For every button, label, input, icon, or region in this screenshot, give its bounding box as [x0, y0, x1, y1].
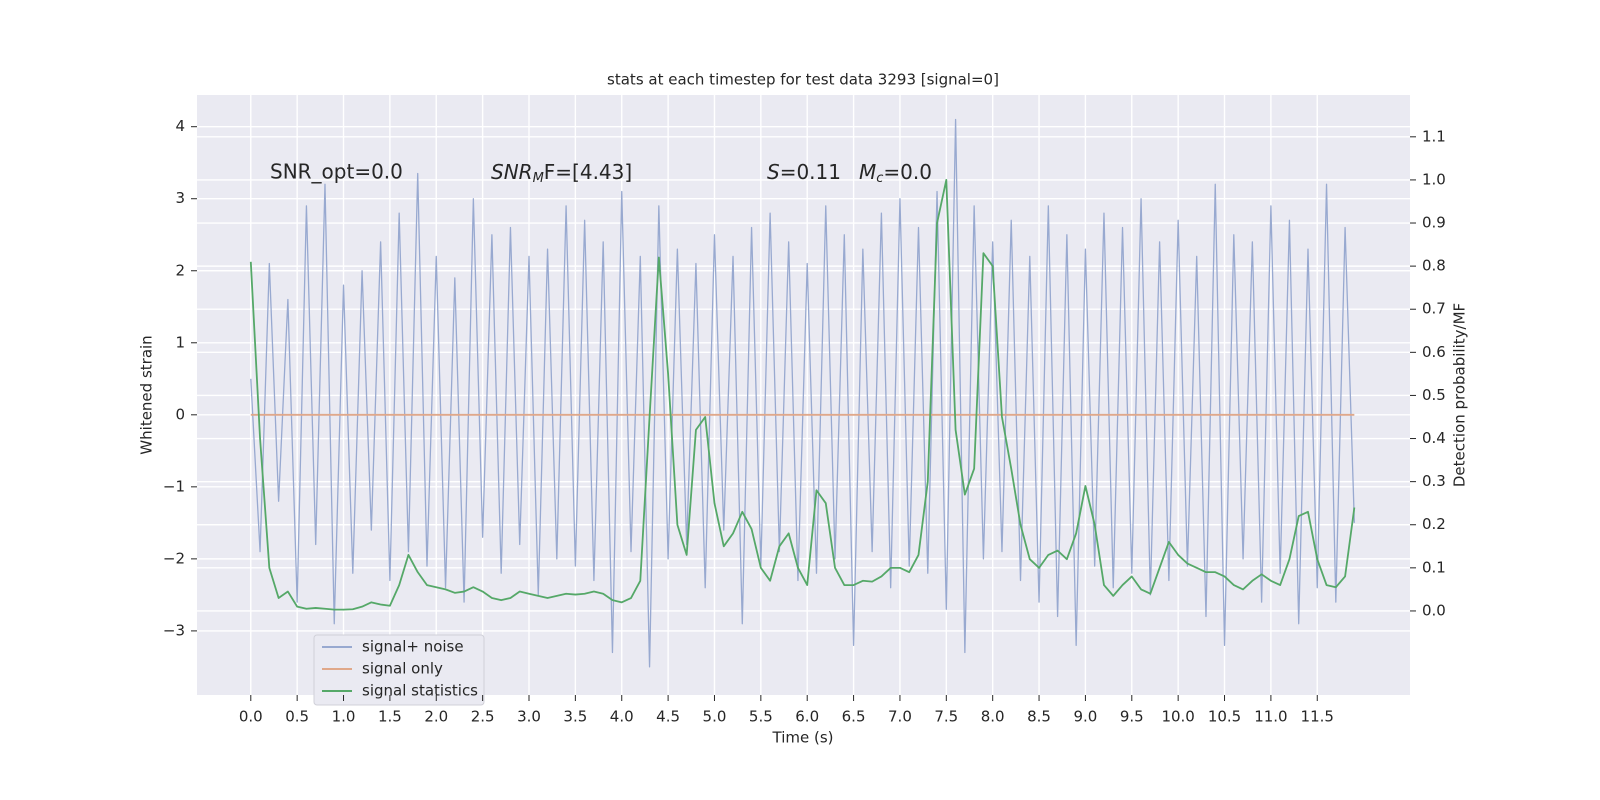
y-axis-label: Whitened strain	[138, 335, 156, 454]
x-axis-label: Time (s)	[772, 729, 834, 747]
legend: signal+ noise signal only signal statistic…	[313, 634, 485, 706]
y2-tick-label: 0.5	[1422, 386, 1446, 404]
x-tick-label: 6.0	[795, 708, 819, 726]
x-tick-label: 10.5	[1208, 708, 1241, 726]
x-tick-label: 0.5	[285, 708, 309, 726]
x-tick-label: 2.0	[424, 708, 448, 726]
chart-title: stats at each timestep for test data 329…	[607, 71, 999, 89]
y2-tick-label: 0.7	[1422, 300, 1446, 318]
legend-label: signal+ noise	[362, 638, 464, 656]
x-tick-label: 0.0	[239, 708, 263, 726]
x-tick-label: 4.0	[610, 708, 634, 726]
y2-tick-label: 0.1	[1422, 558, 1446, 576]
x-tick-label: 6.5	[842, 708, 866, 726]
y2-tick-label: 0.6	[1422, 343, 1446, 361]
x-tick-label: 4.5	[656, 708, 680, 726]
annotation-part: =0.11	[780, 160, 841, 184]
y2-tick-label: 0.3	[1422, 472, 1446, 490]
legend-box	[313, 634, 485, 706]
y-tick-label: −2	[163, 549, 185, 567]
x-tick-label: 7.5	[934, 708, 958, 726]
x-tick-label: 3.5	[563, 708, 587, 726]
y-tick-label: 4	[175, 117, 185, 135]
x-tick-label: 1.0	[332, 708, 356, 726]
annotation: S=0.11	[767, 160, 841, 184]
annotation-part: SNR	[491, 160, 533, 184]
x-tick-label: 11.5	[1301, 708, 1334, 726]
marks	[249, 118, 1356, 668]
annotation-sub: c	[876, 171, 883, 186]
y2-tick-label: 0.8	[1422, 257, 1446, 275]
x-tick-label: 1.5	[378, 708, 402, 726]
y2-tick-label: 0.4	[1422, 429, 1446, 447]
x-tick-label: 9.5	[1120, 708, 1144, 726]
y2-tick-label: 1.1	[1422, 127, 1446, 145]
annotation-part: S	[767, 160, 780, 184]
x-tick-label: 9.0	[1073, 708, 1097, 726]
x-tick-label: 11.0	[1254, 708, 1287, 726]
x-tick-label: 3.0	[517, 708, 541, 726]
x-tick-label: 2.5	[471, 708, 495, 726]
y-tick-label: 0	[175, 405, 185, 423]
x-tick-label: 7.0	[888, 708, 912, 726]
annotation: SNR_opt=0.0	[270, 160, 403, 184]
x-tick-label: 5.5	[749, 708, 773, 726]
annotation-part: F=[4.43]	[544, 160, 632, 184]
x-tick-label: 8.0	[981, 708, 1005, 726]
x-tick-label: 5.0	[703, 708, 727, 726]
y2-tick-label: 1.0	[1422, 170, 1446, 188]
annotation: SNRMF=[4.43]	[491, 160, 632, 186]
series-line	[250, 118, 1356, 668]
legend-label: signal only	[362, 660, 443, 678]
y-tick-label: 1	[175, 333, 185, 351]
series-line	[249, 179, 1356, 611]
annotation: Mc=0.0	[859, 160, 932, 186]
annotation-part: =0.0	[883, 160, 932, 184]
annotation-part: M	[859, 160, 876, 184]
y2-tick-label: 0.9	[1422, 214, 1446, 232]
y2-axis-label: Detection probability/MF	[1451, 303, 1469, 487]
y2-tick-label: 0.0	[1422, 601, 1446, 619]
x-tick-label: 8.5	[1027, 708, 1051, 726]
x-tick-label: 10.0	[1161, 708, 1194, 726]
legend-label: signal statistics	[362, 682, 478, 700]
y-tick-label: 2	[175, 261, 185, 279]
y2-tick-label: 0.2	[1422, 515, 1446, 533]
y-tick-label: 3	[175, 189, 185, 207]
annotation-sub: M	[533, 171, 544, 186]
y-tick-label: −3	[163, 621, 185, 639]
y-tick-label: −1	[163, 477, 185, 495]
